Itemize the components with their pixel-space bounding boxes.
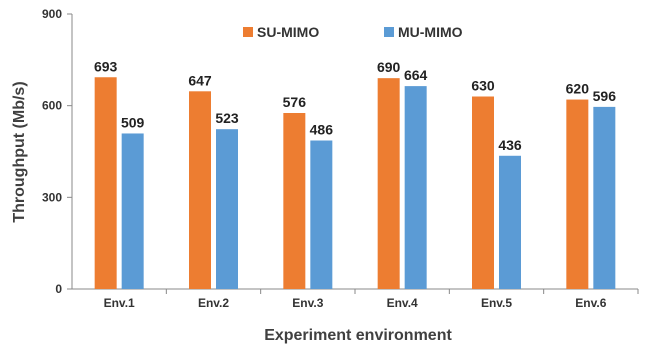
bar-mu-mimo-5 bbox=[499, 155, 521, 289]
legend-swatch-mu-mimo bbox=[384, 27, 394, 37]
data-label-su-mimo-2: 647 bbox=[188, 72, 212, 88]
y-tick-label: 900 bbox=[42, 7, 62, 21]
data-label-su-mimo-6: 620 bbox=[566, 81, 590, 97]
data-label-mu-mimo-4: 664 bbox=[404, 67, 428, 83]
legend-label-su-mimo: SU-MIMO bbox=[257, 24, 319, 40]
x-tick-label: Env.3 bbox=[292, 296, 323, 310]
y-tick-label: 300 bbox=[42, 190, 62, 204]
y-tick-label: 0 bbox=[55, 282, 62, 296]
bar-mu-mimo-2 bbox=[216, 129, 238, 289]
bar-mu-mimo-1 bbox=[121, 133, 144, 289]
bar-mu-mimo-6 bbox=[593, 106, 616, 289]
y-tick-label: 600 bbox=[42, 99, 62, 113]
bar-su-mimo-1 bbox=[94, 77, 117, 289]
bar-mu-mimo-4 bbox=[404, 86, 427, 289]
bar-su-mimo-3 bbox=[283, 113, 306, 289]
legend: SU-MIMO MU-MIMO bbox=[243, 24, 463, 40]
data-label-su-mimo-4: 690 bbox=[377, 59, 401, 75]
x-tick-label: Env.2 bbox=[198, 296, 229, 310]
y-axis-title: Throughput (Mb/s) bbox=[11, 81, 28, 222]
data-label-mu-mimo-1: 509 bbox=[121, 114, 145, 130]
data-label-mu-mimo-3: 486 bbox=[310, 122, 334, 138]
bar-su-mimo-5 bbox=[472, 96, 494, 289]
data-label-mu-mimo-6: 596 bbox=[593, 88, 617, 104]
bar-su-mimo-6 bbox=[566, 99, 589, 289]
data-label-mu-mimo-2: 523 bbox=[215, 110, 239, 126]
legend-label-mu-mimo: MU-MIMO bbox=[398, 24, 463, 40]
x-tick-label: Env.6 bbox=[575, 296, 606, 310]
y-axis-ticks: 0 300 600 900 bbox=[42, 7, 72, 296]
x-axis-title: Experiment environment bbox=[264, 327, 452, 344]
data-label-su-mimo-5: 630 bbox=[471, 78, 495, 94]
bar-su-mimo-2 bbox=[189, 91, 211, 289]
x-tick-label: Env.5 bbox=[481, 296, 512, 310]
bar-su-mimo-4 bbox=[377, 78, 400, 290]
bar-mu-mimo-3 bbox=[310, 140, 333, 289]
x-tick-label: Env.4 bbox=[387, 296, 418, 310]
data-label-su-mimo-1: 693 bbox=[94, 58, 118, 74]
data-label-su-mimo-3: 576 bbox=[283, 94, 307, 110]
legend-swatch-su-mimo bbox=[243, 27, 253, 37]
x-tick-label: Env.1 bbox=[104, 296, 135, 310]
data-label-mu-mimo-5: 436 bbox=[498, 137, 522, 153]
x-axis-ticks: Env.1 Env.2 Env.3 Env.4 Env.5 Env.6 bbox=[104, 289, 639, 310]
